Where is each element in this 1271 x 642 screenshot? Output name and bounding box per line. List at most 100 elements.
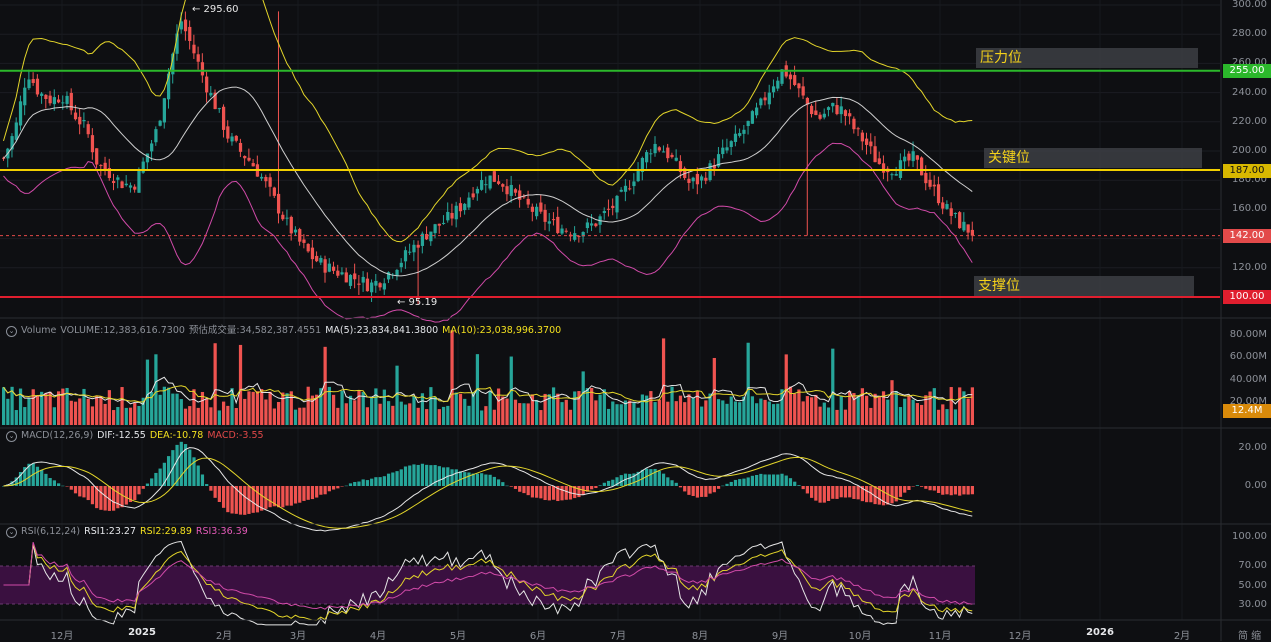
volume-tick: 60.00M — [1229, 351, 1267, 362]
rsi1-value: RSI1:23.27 — [84, 526, 136, 537]
volume-bar — [124, 407, 128, 425]
rsi-tick: 50.00 — [1238, 580, 1267, 591]
macd-bar — [18, 471, 23, 486]
macd-bar — [936, 486, 941, 494]
volume-bar — [133, 402, 137, 425]
macd-bar — [179, 441, 183, 486]
bollinger-middle — [3, 86, 973, 277]
volume-bar — [687, 394, 691, 425]
macd-bar — [480, 473, 484, 486]
macd-bar — [920, 486, 924, 487]
candle-body — [547, 221, 551, 224]
macd-bar — [708, 486, 712, 494]
macd-bar — [323, 486, 327, 495]
macd-bar — [560, 486, 564, 501]
candle-body — [18, 101, 23, 126]
volume-bar — [230, 388, 234, 425]
macd-bar — [44, 473, 48, 486]
price-tick: 200.00 — [1232, 145, 1267, 156]
volume-bar — [27, 398, 31, 425]
volume-bar — [602, 389, 606, 425]
candle-body — [509, 184, 513, 196]
candle-body — [793, 75, 797, 85]
macd-bar — [408, 465, 412, 486]
macd-bar — [40, 469, 44, 486]
candle-body — [653, 143, 657, 154]
macd-tick: 0.00 — [1244, 480, 1267, 491]
macd-bar — [683, 486, 687, 492]
macd-bar — [48, 478, 52, 486]
volume-ma-lines — [3, 376, 973, 406]
macd-bar — [327, 486, 331, 492]
candle-body — [128, 185, 133, 188]
key-annotation[interactable]: 关键位 — [984, 148, 1202, 168]
macd-bar — [645, 468, 649, 486]
volume-bar — [683, 402, 687, 425]
rsi-name: RSI(6,12,24) — [21, 526, 81, 537]
candle-body — [27, 79, 31, 89]
candle-body — [763, 97, 767, 101]
macd-bar — [425, 464, 429, 486]
time-label: 11月 — [928, 631, 952, 642]
candle-body — [399, 262, 403, 268]
macd-bar — [653, 468, 657, 486]
candle-body — [852, 118, 856, 130]
volume-bar — [949, 387, 953, 425]
macd-bar — [539, 486, 543, 499]
collapse-chevron-icon[interactable]: ⌄ — [6, 526, 17, 538]
candle-body — [530, 206, 535, 212]
candle-body — [810, 105, 814, 115]
volume-bar — [463, 398, 467, 425]
macd-bar — [894, 486, 898, 502]
volume-estimate: 预估成交量:34,582,387.4551 — [188, 325, 322, 336]
volume-bar — [264, 399, 268, 425]
candle-body — [247, 157, 251, 161]
support-annotation[interactable]: 支撑位 — [974, 276, 1194, 296]
candle-body — [953, 213, 958, 215]
candle-body — [348, 274, 353, 286]
collapse-chevron-icon[interactable]: ⌄ — [6, 430, 17, 442]
volume-bar — [10, 386, 14, 425]
volume-bar — [733, 401, 738, 425]
candle-body — [433, 224, 437, 234]
volume-bar — [903, 398, 907, 425]
candle-body — [742, 129, 746, 134]
macd-bar — [192, 457, 196, 486]
macd-bar — [107, 486, 111, 511]
time-label: 2025 — [128, 627, 156, 638]
axis-corner-controls[interactable]: 简 缩 — [1238, 631, 1262, 642]
candle-body — [78, 116, 82, 125]
macd-bar — [120, 486, 124, 508]
candle-body — [260, 176, 264, 179]
volume-bar — [873, 393, 877, 425]
macd-bar — [268, 486, 272, 508]
volume-bar — [746, 342, 750, 425]
volume-bar — [2, 387, 6, 425]
candle-body — [95, 148, 99, 165]
macd-bar — [344, 485, 348, 487]
collapse-chevron-icon[interactable]: ⌄ — [6, 325, 17, 337]
volume-bar — [763, 399, 767, 425]
volume-bar — [551, 387, 556, 425]
macd-dif-line — [3, 447, 973, 532]
time-label: 6月 — [529, 631, 547, 642]
macd-bar — [467, 472, 471, 486]
volume-bar — [539, 410, 543, 425]
candle-body — [496, 181, 501, 184]
macd-header: ⌄ MACD(12,26,9) DIF:-12.55 DEA:-10.78 MA… — [6, 429, 264, 443]
volume-bar — [543, 393, 547, 425]
macd-bar — [606, 480, 611, 486]
volume-bar — [958, 387, 962, 425]
volume-bar — [200, 391, 205, 425]
macd-bar — [898, 486, 903, 497]
rsi1-line — [3, 540, 973, 626]
macd-bar — [687, 486, 691, 495]
candle-body — [488, 175, 492, 189]
volume-bar — [281, 392, 285, 425]
macd-bar — [801, 486, 805, 490]
candle-body — [323, 259, 327, 273]
resistance-annotation[interactable]: 压力位 — [976, 48, 1198, 68]
support-price-tag: 100.00 — [1223, 290, 1271, 304]
candle-body — [573, 233, 577, 240]
